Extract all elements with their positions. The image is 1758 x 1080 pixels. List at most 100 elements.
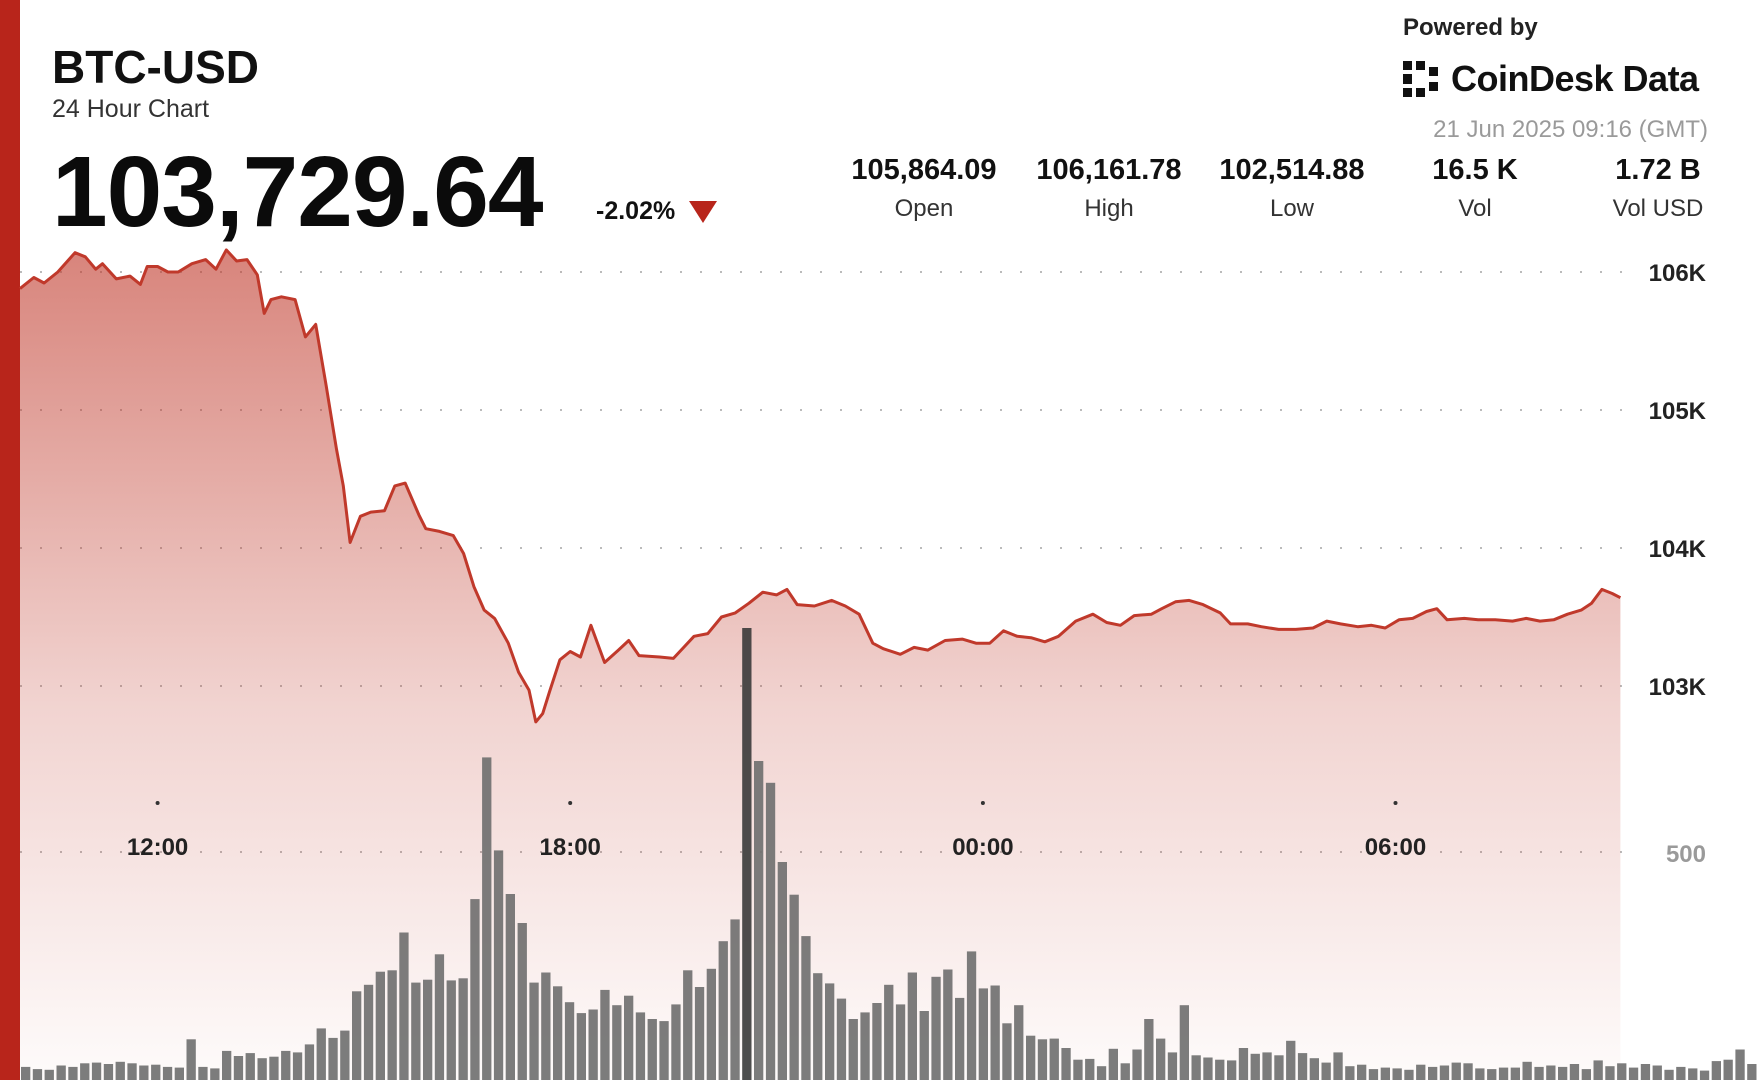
volume-bar bbox=[1286, 1040, 1296, 1080]
powered-by-label: Powered by bbox=[1403, 14, 1538, 41]
volume-bar bbox=[1688, 1068, 1698, 1080]
volume-bar bbox=[1380, 1067, 1390, 1080]
brand-logo: CoinDesk Data bbox=[1401, 58, 1699, 100]
volume-bar bbox=[1652, 1065, 1662, 1080]
volume-bar bbox=[127, 1063, 137, 1080]
volume-bar bbox=[742, 628, 752, 1080]
x-tick-mark bbox=[568, 801, 573, 805]
stat-value: 105,864.09 bbox=[851, 154, 997, 186]
volume-bar bbox=[990, 985, 1000, 1080]
volume-bar bbox=[1510, 1067, 1520, 1080]
volume-bar bbox=[1628, 1067, 1639, 1080]
stat-vol-usd: 1.72 B Vol USD bbox=[1568, 154, 1748, 223]
volume-bar bbox=[1085, 1058, 1095, 1080]
volume-bar bbox=[352, 991, 362, 1080]
volume-bar bbox=[529, 982, 539, 1080]
volume-bar bbox=[955, 997, 965, 1080]
volume-bar bbox=[1711, 1061, 1721, 1080]
volume-bar bbox=[1321, 1062, 1331, 1080]
volume-bar bbox=[340, 1030, 350, 1080]
volume-bar bbox=[1333, 1052, 1343, 1080]
volume-bar bbox=[1617, 1063, 1627, 1080]
volume-bar bbox=[553, 986, 563, 1080]
volume-bar bbox=[1037, 1039, 1048, 1080]
timestamp: 21 Jun 2025 09:16 (GMT) bbox=[1433, 116, 1708, 143]
volume-bar bbox=[210, 1068, 220, 1080]
x-tick-mark bbox=[980, 801, 985, 805]
volume-bar bbox=[1108, 1048, 1118, 1080]
volume-bar bbox=[423, 979, 433, 1080]
volume-bar bbox=[612, 1005, 622, 1080]
volume-bar bbox=[1664, 1069, 1674, 1080]
volume-bar bbox=[706, 968, 716, 1080]
volume-bar bbox=[895, 1004, 906, 1080]
volume-bar bbox=[1699, 1070, 1710, 1080]
volume-bar bbox=[1227, 1060, 1237, 1080]
volume-bar bbox=[576, 1013, 586, 1080]
current-price: 103,729.64 bbox=[52, 136, 543, 248]
volume-bar bbox=[328, 1037, 338, 1080]
volume-bar bbox=[1605, 1066, 1615, 1080]
volume-bar bbox=[1238, 1048, 1249, 1080]
y-tick-label: 103K bbox=[1649, 674, 1707, 701]
volume-bar bbox=[943, 969, 953, 1080]
volume-bar bbox=[1581, 1069, 1591, 1080]
volume-bar bbox=[1546, 1065, 1556, 1080]
volume-bar bbox=[68, 1066, 78, 1080]
y-tick-label: 106K bbox=[1649, 260, 1707, 287]
volume-bar bbox=[363, 984, 374, 1080]
volume-bar bbox=[635, 1012, 646, 1080]
volume-bar bbox=[1640, 1064, 1651, 1080]
y-axis-ticks: 106K 105K 104K 103K bbox=[1649, 260, 1707, 701]
ticker-symbol: BTC-USD bbox=[52, 41, 259, 93]
volume-bar bbox=[281, 1050, 291, 1080]
volume-bar bbox=[91, 1062, 102, 1080]
volume-bar bbox=[1451, 1062, 1461, 1080]
volume-bar bbox=[1428, 1066, 1438, 1080]
stat-value: 16.5 K bbox=[1432, 154, 1518, 186]
volume-bar bbox=[919, 1011, 929, 1080]
volume-bar bbox=[1392, 1068, 1402, 1080]
volume-bar bbox=[103, 1064, 114, 1080]
volume-bar bbox=[1558, 1066, 1568, 1080]
volume-bar bbox=[32, 1069, 43, 1080]
stat-label: Low bbox=[1269, 195, 1315, 222]
volume-bar bbox=[222, 1050, 232, 1080]
volume-bar bbox=[1297, 1053, 1308, 1080]
coindesk-logo-icon bbox=[1403, 61, 1438, 97]
volume-bar bbox=[269, 1056, 279, 1080]
price-line bbox=[19, 248, 1622, 724]
volume-bar bbox=[21, 1066, 31, 1080]
volume-bar bbox=[1676, 1066, 1686, 1080]
x-tick-label: 00:00 bbox=[952, 834, 1013, 861]
x-tick-label: 12:00 bbox=[127, 834, 188, 861]
volume-bar bbox=[1569, 1064, 1580, 1080]
volume-bar bbox=[777, 862, 787, 1080]
change-percent: -2.02% bbox=[596, 197, 676, 225]
volume-bar bbox=[801, 936, 811, 1080]
volume-bar bbox=[1049, 1038, 1059, 1080]
volume-bar bbox=[647, 1019, 657, 1080]
volume-bar bbox=[1309, 1058, 1319, 1080]
volume-bar bbox=[694, 987, 705, 1080]
volume-bar bbox=[765, 782, 776, 1080]
x-axis-ticks: 12:00 18:00 00:00 06:00 bbox=[127, 801, 1426, 861]
volume-bar bbox=[541, 972, 551, 1080]
down-arrow-icon bbox=[689, 200, 718, 223]
stat-vol: 16.5 K Vol bbox=[1385, 154, 1565, 223]
volume-bar bbox=[411, 982, 421, 1080]
volume-bar bbox=[1439, 1065, 1450, 1080]
volume-bar bbox=[1250, 1053, 1260, 1080]
volume-bar bbox=[683, 970, 693, 1080]
volume-bar bbox=[1274, 1055, 1284, 1080]
volume-bar bbox=[233, 1056, 244, 1080]
volume-bar bbox=[1357, 1064, 1367, 1080]
price-change: -2.02% bbox=[596, 197, 718, 226]
stat-label: High bbox=[1084, 195, 1134, 222]
x-tick-mark bbox=[1393, 801, 1398, 805]
volume-bar bbox=[316, 1028, 326, 1080]
price-area bbox=[20, 249, 1621, 1080]
volume-bars bbox=[21, 628, 1757, 1080]
volume-bar bbox=[517, 923, 527, 1080]
